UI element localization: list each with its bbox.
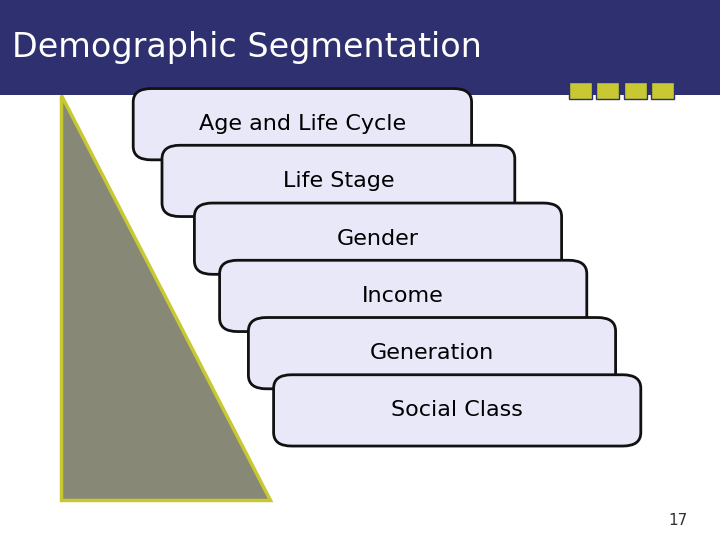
FancyBboxPatch shape bbox=[194, 203, 562, 274]
FancyBboxPatch shape bbox=[274, 375, 641, 446]
FancyBboxPatch shape bbox=[569, 82, 592, 99]
Text: Gender: Gender bbox=[337, 228, 419, 249]
Text: Social Class: Social Class bbox=[391, 400, 523, 421]
Polygon shape bbox=[61, 94, 270, 500]
FancyBboxPatch shape bbox=[220, 260, 587, 332]
FancyBboxPatch shape bbox=[162, 145, 515, 217]
Text: Age and Life Cycle: Age and Life Cycle bbox=[199, 114, 406, 134]
Text: 17: 17 bbox=[668, 513, 688, 528]
FancyBboxPatch shape bbox=[624, 82, 647, 99]
Text: Life Stage: Life Stage bbox=[283, 171, 394, 191]
FancyBboxPatch shape bbox=[596, 82, 619, 99]
FancyBboxPatch shape bbox=[133, 89, 472, 160]
Text: Demographic Segmentation: Demographic Segmentation bbox=[12, 31, 482, 64]
FancyBboxPatch shape bbox=[0, 0, 720, 94]
FancyBboxPatch shape bbox=[651, 82, 674, 99]
FancyBboxPatch shape bbox=[248, 318, 616, 389]
Text: Generation: Generation bbox=[370, 343, 494, 363]
Text: Income: Income bbox=[362, 286, 444, 306]
